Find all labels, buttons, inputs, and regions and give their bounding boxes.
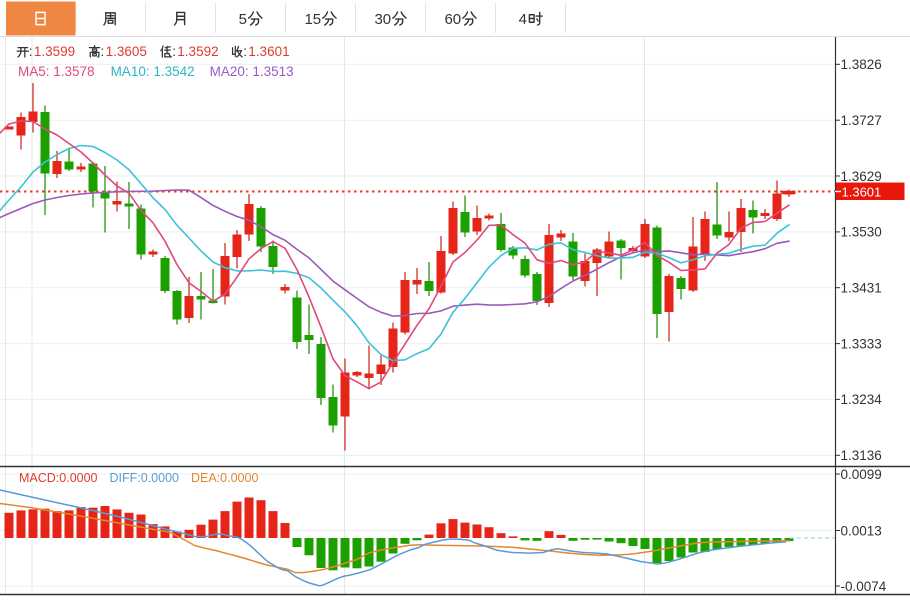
svg-text:1.3599: 1.3599	[34, 44, 75, 59]
svg-text:1.3727: 1.3727	[841, 113, 882, 128]
svg-text::: :	[172, 44, 176, 59]
svg-text:1.3592: 1.3592	[177, 44, 218, 59]
svg-text:1.3605: 1.3605	[106, 44, 147, 59]
svg-text:60: 60	[444, 11, 461, 28]
svg-text:30: 30	[374, 11, 391, 28]
svg-text::: :	[29, 44, 33, 59]
svg-text:1.3601: 1.3601	[248, 44, 289, 59]
svg-text:1.3601: 1.3601	[842, 184, 882, 199]
svg-text:1.3234: 1.3234	[841, 392, 883, 407]
svg-text:5: 5	[239, 11, 247, 28]
svg-text:1.3333: 1.3333	[841, 336, 882, 351]
svg-text:0.0099: 0.0099	[841, 467, 882, 482]
svg-text:4: 4	[519, 11, 527, 28]
svg-text:1.3629: 1.3629	[841, 169, 882, 184]
svg-text::: :	[243, 44, 247, 59]
svg-text:1.3530: 1.3530	[841, 225, 882, 240]
svg-text::: :	[101, 44, 105, 59]
svg-text:1.3431: 1.3431	[841, 281, 882, 296]
svg-text:15: 15	[304, 11, 321, 28]
svg-text:0.0013: 0.0013	[841, 523, 882, 538]
svg-text:1.3136: 1.3136	[841, 448, 882, 463]
svg-text:-0.0074: -0.0074	[841, 579, 887, 594]
svg-text:1.3826: 1.3826	[841, 57, 882, 72]
